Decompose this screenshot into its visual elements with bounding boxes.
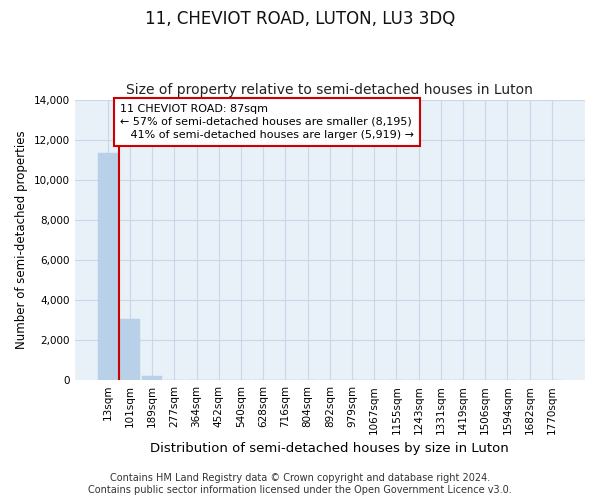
Bar	[98, 152, 118, 380]
Text: 11 CHEVIOT ROAD: 87sqm
← 57% of semi-detached houses are smaller (8,195)
   41% : 11 CHEVIOT ROAD: 87sqm ← 57% of semi-det…	[120, 104, 414, 140]
Bar	[120, 319, 140, 380]
Title: Size of property relative to semi-detached houses in Luton: Size of property relative to semi-detach…	[127, 83, 533, 97]
Text: 11, CHEVIOT ROAD, LUTON, LU3 3DQ: 11, CHEVIOT ROAD, LUTON, LU3 3DQ	[145, 10, 455, 28]
Y-axis label: Number of semi-detached properties: Number of semi-detached properties	[15, 130, 28, 349]
Text: Contains HM Land Registry data © Crown copyright and database right 2024.
Contai: Contains HM Land Registry data © Crown c…	[88, 474, 512, 495]
Bar	[142, 376, 162, 380]
X-axis label: Distribution of semi-detached houses by size in Luton: Distribution of semi-detached houses by …	[151, 442, 509, 455]
